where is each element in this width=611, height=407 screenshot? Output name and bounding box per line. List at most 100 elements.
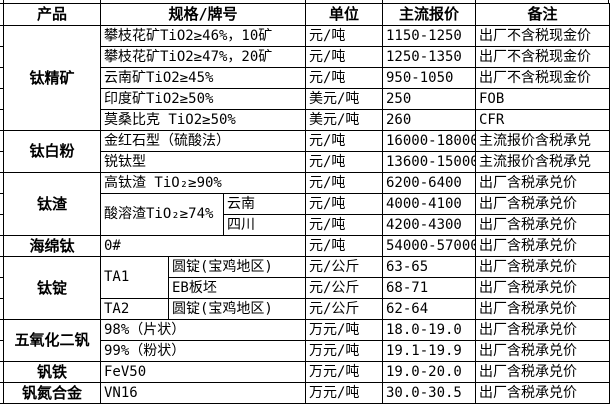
cell-spec-region: 四川 [223,214,306,236]
header-row: 产品 规格/牌号 单位 主流报价 备注 [3,3,610,26]
cell-unit: 元/公斤 [305,256,383,278]
cell-spec: 攀枝花矿TiO2≥47%，20矿 [100,46,306,68]
cell-price: 250 [382,88,476,110]
grid-line-stub [0,151,3,152]
grid-line-stub [608,0,609,3]
cell-unit: 万元/吨 [305,340,383,362]
grid-line-stub [0,340,3,341]
cell-price: 260 [382,109,476,131]
header-cell-price: 主流报价 [382,3,476,26]
cell-price: 54000-57000 [382,235,476,257]
cell-note: FOB [475,88,610,110]
cell-note: 出厂含税承兑价 [475,235,610,257]
grid-line-stub [0,298,3,299]
table-row: TA2 圆锭(宝鸡地区) 元/公斤 62-64 出厂含税承兑价 [4,298,610,320]
cell-note: CFR [475,109,610,131]
grid-line-stub [475,0,476,3]
cell-note: 主流报价含税承兑 [475,151,610,173]
cell-note: 出厂含税承兑价 [475,277,610,299]
grid-line-stub [305,0,306,3]
cell-price: 30.0-30.5 [382,382,476,404]
cell-product-titanium-concentrate: 钛精矿 [3,25,101,131]
cell-unit: 元/吨 [305,172,383,194]
grid-line-stub [0,382,3,383]
table-row: 钛渣 高钛渣 TiO₂≥90% 元/吨 6200-6400 出厂含税承兑价 [3,172,610,236]
cell-unit: 元/吨 [305,46,383,68]
cell-spec-grade: TA1 [100,256,169,299]
cell-unit: 元/吨 [305,67,383,89]
grid-line-stub [0,256,3,257]
cell-note: 出厂不含税现金价 [475,25,610,47]
cell-unit: 美元/吨 [305,88,383,110]
cell-product-ferrovanadium: 钒铁 [3,361,101,383]
cell-note: 出厂含税承兑价 [475,382,610,404]
cell-spec-region: 云南 [223,193,306,215]
grid-line-stub [0,277,3,278]
cell-spec: 攀枝花矿TiO2≥46%，10矿 [100,25,306,47]
cell-price: 4000-4100 [382,193,476,215]
grid-line-stub [0,235,3,236]
grid-line-stub [0,193,3,194]
grid-line-stub [3,0,4,3]
grid-line-stub [100,0,101,3]
table-row: 海绵钛 0# 元/吨 54000-57000 出厂含税承兑价 [3,235,610,257]
cell-price: 19.1-19.9 [382,340,476,362]
cell-unit: 元/吨 [305,193,383,215]
grid-line-stub [0,88,3,89]
grid-line-stub [0,172,3,173]
cell-unit: 万元/吨 [305,361,383,383]
table-body: 钛精矿 攀枝花矿TiO2≥46%，10矿 元/吨 1150-1250 出厂不含税… [3,25,610,404]
cell-spec: 印度矿TiO2≥50% [100,88,306,110]
grid-line-stub [0,3,3,4]
cell-unit: 美元/吨 [305,109,383,131]
table-row: 99%（粉状） 万元/吨 19.1-19.9 出厂含税承兑价 [4,340,610,362]
grid-line-stub [0,25,3,26]
cell-note: 出厂不含税现金价 [475,67,610,89]
grid-line-stub [0,130,3,131]
grid-line-stub [0,46,3,47]
cell-unit: 元/吨 [305,235,383,257]
grid-line-stub [0,361,3,362]
grid-line-stub [382,0,383,3]
table-row: 莫桑比克 TiO2≥50% 美元/吨 260 CFR [4,109,610,131]
cell-spec: 高钛渣 TiO₂≥90% [100,172,306,194]
cell-price: 1150-1250 [382,25,476,47]
table-row: 钒铁 FeV50 万元/吨 19.0-20.0 出厂含税承兑价 [3,361,610,383]
cell-product-vanadium-pentoxide: 五氧化二钒 [3,319,101,362]
cell-note: 出厂含税承兑价 [475,361,610,383]
header-cell-unit: 单位 [305,3,383,26]
cell-note: 出厂含税承兑价 [475,193,610,215]
cell-unit: 元/吨 [305,25,383,47]
cell-spec: 云南矿TiO2≥45% [100,67,306,89]
cell-product-titanium-ingot: 钛锭 [3,256,101,320]
cell-product-titanium-dioxide: 钛白粉 [3,130,101,173]
cell-product-titanium-slag: 钛渣 [3,172,101,236]
table-row: 钛精矿 攀枝花矿TiO2≥46%，10矿 元/吨 1150-1250 出厂不含税… [3,25,610,131]
price-table: 产品 规格/牌号 单位 主流报价 备注 钛精矿 攀枝花矿TiO2≥46%，10矿… [3,3,610,404]
grid-line-stub [0,109,3,110]
table-row: 锐钛型 元/吨 13600-15000 主流报价含税承兑 [4,151,610,173]
cell-spec: VN16 [100,382,306,404]
cell-unit: 万元/吨 [305,382,383,404]
cell-price: 62-64 [382,298,476,320]
cell-note: 出厂含税承兑价 [475,340,610,362]
cell-product-vanadium-nitrogen-alloy: 钒氮合金 [3,382,101,404]
cell-note: 主流报价含税承兑 [475,130,610,152]
cell-spec: 酸溶渣TiO₂≥74% [100,193,224,236]
grid-line-stub [0,67,3,68]
cell-spec-form: EB板坯 [168,277,306,299]
cell-price: 18.0-19.0 [382,319,476,341]
table-row: 酸溶渣TiO₂≥74% 云南 元/吨 4000-4100 出厂含税承兑价 [4,193,610,236]
cell-unit: 元/吨 [305,151,383,173]
table-row: 钛白粉 金红石型（硫酸法） 元/吨 16000-18000 主流报价含税承兑 [3,130,610,173]
cell-spec: 99%（粉状） [100,340,306,362]
cell-note: 出厂含税承兑价 [475,172,610,194]
header-cell-product: 产品 [3,3,101,26]
cell-spec-grade: TA2 [100,298,169,320]
cell-spec-form: 圆锭(宝鸡地区) [168,256,306,278]
table-header: 产品 规格/牌号 单位 主流报价 备注 [3,3,610,26]
cell-spec: 锐钛型 [100,151,306,173]
cell-unit: 万元/吨 [305,319,383,341]
cell-price: 1250-1350 [382,46,476,68]
